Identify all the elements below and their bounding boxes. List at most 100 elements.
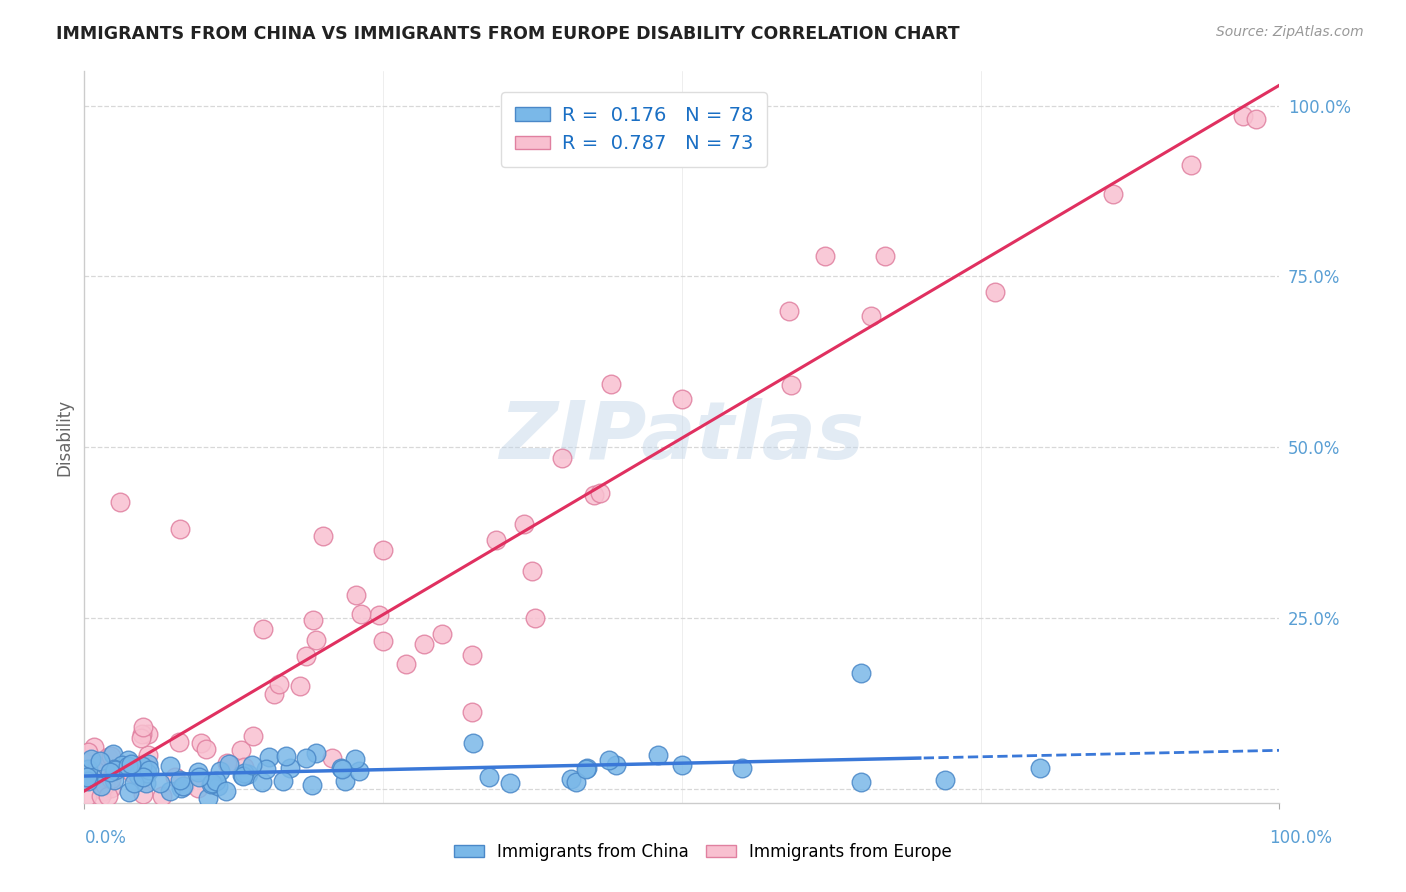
- Point: [242, 729, 264, 743]
- Point: [86, 759, 108, 773]
- Point: [136, 727, 159, 741]
- Point: [135, 767, 157, 781]
- Point: [76, 770, 98, 784]
- Point: [132, 770, 155, 784]
- Point: [276, 749, 298, 764]
- Legend: R =  0.176   N = 78, R =  0.787   N = 73: R = 0.176 N = 78, R = 0.787 N = 73: [502, 92, 766, 167]
- Point: [1180, 158, 1202, 172]
- Point: [229, 743, 252, 757]
- Point: [257, 750, 280, 764]
- Point: [250, 775, 273, 789]
- Point: [485, 533, 508, 548]
- Point: [875, 249, 897, 263]
- Point: [131, 727, 153, 741]
- Point: [851, 774, 873, 789]
- Point: [197, 790, 219, 805]
- Point: [204, 774, 226, 789]
- Point: [103, 772, 125, 787]
- Point: [131, 758, 153, 772]
- Point: [350, 607, 373, 621]
- Text: Source: ZipAtlas.com: Source: ZipAtlas.com: [1216, 25, 1364, 39]
- Point: [263, 687, 285, 701]
- Point: [129, 731, 152, 746]
- Point: [851, 665, 873, 680]
- Point: [1029, 761, 1052, 775]
- Point: [860, 310, 883, 324]
- Point: [97, 789, 120, 803]
- Point: [778, 304, 800, 318]
- Point: [173, 780, 195, 794]
- Point: [124, 776, 146, 790]
- Point: [209, 764, 232, 778]
- Point: [671, 758, 693, 772]
- Point: [190, 736, 212, 750]
- Point: [169, 773, 191, 788]
- Point: [934, 772, 956, 787]
- Point: [77, 772, 100, 786]
- Point: [513, 517, 536, 532]
- Point: [187, 770, 209, 784]
- Point: [583, 488, 606, 502]
- Point: [671, 392, 693, 407]
- Point: [600, 376, 623, 391]
- Point: [136, 757, 159, 772]
- Point: [118, 785, 141, 799]
- Point: [127, 768, 149, 782]
- Text: ZIPatlas: ZIPatlas: [499, 398, 865, 476]
- Point: [149, 775, 172, 789]
- Point: [478, 770, 501, 784]
- Point: [100, 772, 122, 786]
- Point: [278, 761, 301, 775]
- Point: [94, 779, 117, 793]
- Point: [254, 762, 277, 776]
- Point: [598, 753, 620, 767]
- Point: [76, 789, 98, 803]
- Point: [110, 495, 132, 509]
- Point: [564, 775, 586, 789]
- Point: [295, 751, 318, 765]
- Point: [93, 783, 115, 797]
- Point: [295, 649, 318, 664]
- Point: [1102, 186, 1125, 201]
- Point: [111, 758, 134, 772]
- Point: [984, 285, 1007, 300]
- Text: 0.0%: 0.0%: [84, 829, 127, 847]
- Point: [560, 772, 582, 787]
- Point: [1232, 109, 1254, 123]
- Point: [163, 770, 186, 784]
- Point: [103, 762, 125, 776]
- Point: [117, 759, 139, 773]
- Text: IMMIGRANTS FROM CHINA VS IMMIGRANTS FROM EUROPE DISABILITY CORRELATION CHART: IMMIGRANTS FROM CHINA VS IMMIGRANTS FROM…: [56, 25, 960, 43]
- Point: [76, 762, 98, 776]
- Point: [100, 748, 122, 763]
- Point: [288, 680, 311, 694]
- Point: [330, 763, 353, 777]
- Point: [231, 768, 253, 782]
- Point: [269, 676, 291, 690]
- Point: [100, 764, 122, 779]
- Point: [83, 739, 105, 754]
- Point: [135, 766, 157, 780]
- Point: [103, 763, 125, 777]
- Point: [499, 776, 522, 790]
- Point: [301, 778, 323, 792]
- Point: [523, 611, 546, 625]
- Point: [312, 529, 335, 543]
- Point: [232, 769, 254, 783]
- Y-axis label: Disability: Disability: [55, 399, 73, 475]
- Point: [194, 742, 217, 756]
- Point: [132, 787, 155, 801]
- Point: [329, 761, 352, 775]
- Point: [461, 648, 484, 662]
- Point: [170, 780, 193, 795]
- Legend: Immigrants from China, Immigrants from Europe: Immigrants from China, Immigrants from E…: [447, 837, 959, 868]
- Point: [169, 522, 191, 536]
- Point: [395, 657, 418, 671]
- Point: [136, 747, 159, 762]
- Point: [575, 762, 598, 776]
- Point: [430, 626, 453, 640]
- Point: [780, 378, 803, 392]
- Point: [814, 249, 837, 263]
- Point: [236, 767, 259, 781]
- Point: [463, 736, 485, 750]
